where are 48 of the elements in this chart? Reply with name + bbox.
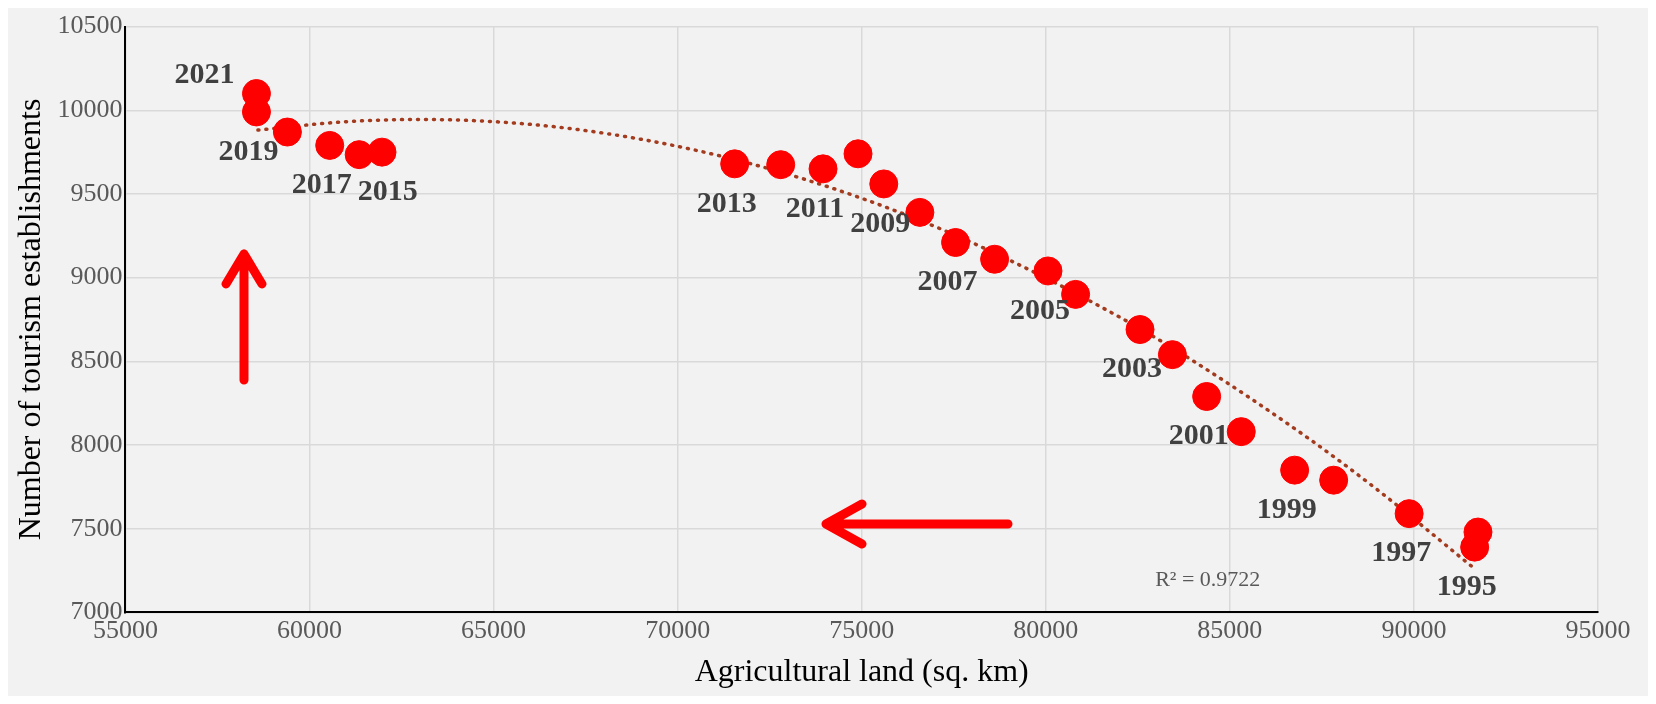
point: [808, 154, 838, 184]
x-axis-title: Agricultural land (sq. km): [694, 652, 1029, 689]
point: [941, 228, 971, 258]
point: [720, 149, 750, 179]
point: [980, 244, 1010, 274]
point: [1033, 256, 1063, 286]
annotation: 2019: [218, 132, 279, 166]
annotation: 2017: [291, 166, 352, 200]
x-tick-label: 80000: [1013, 614, 1079, 644]
annotation: 2009: [850, 204, 911, 238]
y-tick-label: 10500: [57, 10, 123, 40]
point: [1125, 315, 1155, 345]
annotation: 2005: [1009, 291, 1070, 325]
annotation: R² = 0.9722: [1155, 566, 1261, 592]
annotation: 2013: [696, 184, 757, 218]
point: [843, 139, 873, 169]
annotation: 2021: [174, 56, 235, 90]
x-tick-label: 85000: [1197, 614, 1263, 644]
point: [869, 169, 899, 199]
point: [1394, 499, 1424, 529]
point: [1319, 465, 1349, 495]
x-tick-label: 65000: [461, 614, 527, 644]
x-tick-label: 60000: [276, 614, 342, 644]
x-tick-label: 95000: [1565, 614, 1631, 644]
y-tick-label: 8000: [70, 428, 123, 458]
y-tick-label: 10000: [57, 94, 123, 124]
annotation: 2011: [785, 189, 845, 223]
annotation: 2001: [1168, 417, 1229, 451]
point: [367, 137, 397, 167]
annotation: 1995: [1436, 567, 1497, 601]
x-tick-label: 75000: [829, 614, 895, 644]
y-tick-label: 9500: [70, 177, 123, 207]
point: [315, 130, 345, 160]
point: [1192, 381, 1222, 411]
y-tick-label: 9000: [70, 261, 123, 291]
point: [1280, 455, 1310, 485]
y-axis-title: Number of tourism establishments: [10, 98, 47, 541]
y-tick-label: 8500: [70, 345, 123, 375]
annotation: 1997: [1371, 534, 1432, 568]
annotation: 2015: [357, 172, 418, 206]
y-tick-label: 7500: [70, 512, 123, 542]
annotation: 2007: [917, 263, 978, 297]
annotation: 2003: [1102, 350, 1163, 384]
point: [766, 150, 796, 180]
point: [1226, 417, 1256, 447]
annotation: 1999: [1256, 490, 1317, 524]
x-tick-label: 90000: [1381, 614, 1447, 644]
x-tick-label: 70000: [645, 614, 711, 644]
